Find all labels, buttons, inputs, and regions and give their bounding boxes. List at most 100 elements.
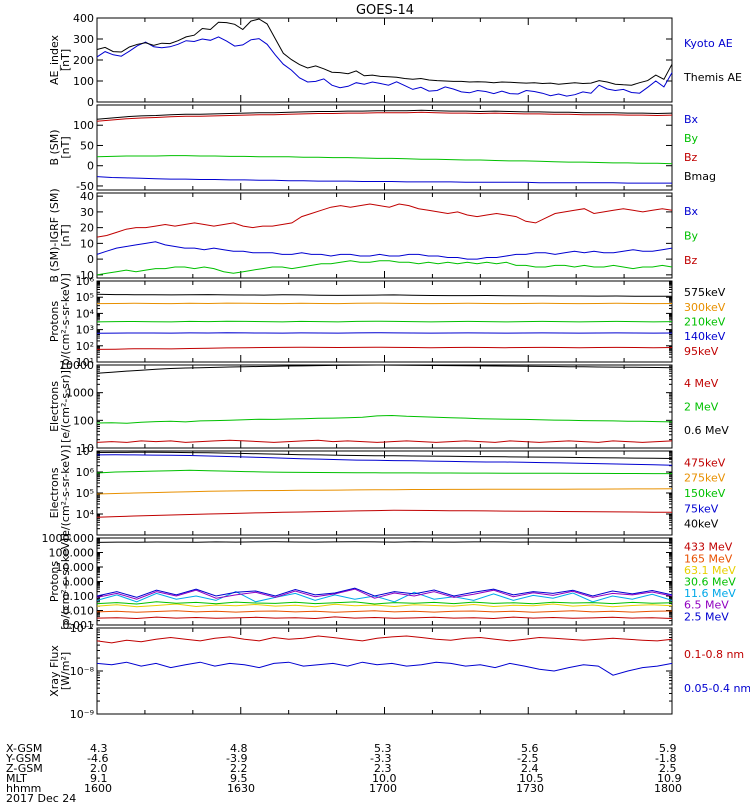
- y-tick-label: 10⁷: [76, 445, 94, 458]
- panel-5: 10⁴ 10⁵ 10⁶ 10⁷ Electrons[e/(cm²-s-sr-keV)] 4…: [48, 445, 726, 541]
- legend-label: 0.6 MeV: [684, 424, 729, 437]
- series-line-Bz: [97, 112, 672, 121]
- legend-label: Bz: [684, 151, 698, 164]
- y-axis-label-line: [nT]: [59, 224, 72, 246]
- series-line-140keV: [97, 333, 672, 334]
- y-tick-label: 10⁻⁷: [70, 622, 94, 635]
- y-tick-label: 100: [73, 119, 94, 132]
- series-line-Bx: [97, 242, 672, 259]
- y-tick-label: 100: [73, 75, 94, 88]
- y-tick-label: 10⁴: [76, 508, 95, 521]
- y-tick-label: 40: [80, 190, 94, 203]
- footer-ephemeris: X-GSM Y-GSM Z-GSM MLT hhmm 2017 Dec 24 4…: [0, 743, 750, 800]
- footer-hhmm-3: 1730: [516, 783, 544, 795]
- panel-frame: [97, 628, 672, 714]
- y-tick-label: 0: [87, 160, 94, 173]
- y-axis-label-line: [p/(cm²-s-sr-keV)]: [59, 533, 72, 630]
- series-line-275keV: [97, 489, 672, 494]
- panel-3: 10¹10²10³10⁴10⁵10⁶Protons[p/(cm²-s-sr-ke…: [48, 273, 726, 370]
- series-line-30.6-MeV: [97, 602, 672, 604]
- y-axis-label-line: [e/(cm²-s-sr)]: [59, 370, 72, 443]
- footer-date: 2017 Dec 24: [6, 793, 76, 805]
- y-tick-label: 20: [80, 222, 94, 235]
- series-line-0.05-0.4-nm: [97, 662, 672, 675]
- series-line-Bx: [97, 177, 672, 184]
- y-axis-label-line: [nT]: [59, 136, 72, 158]
- legend-label: 75keV: [684, 502, 719, 515]
- legend-label: 95keV: [684, 345, 719, 358]
- legend-label: Kyoto AE: [684, 37, 733, 50]
- y-axis-label: AE_index[nT]: [48, 34, 72, 85]
- footer-hhmm-1: 1630: [227, 783, 255, 795]
- y-tick-label: 200: [73, 54, 94, 67]
- series-line-63.1-MeV: [97, 604, 672, 607]
- series-line-Themis-AE: [97, 19, 672, 85]
- y-tick-label: 0: [87, 253, 94, 266]
- footer-hhmm-0: 1600: [84, 783, 112, 795]
- legend-label: Bx: [684, 205, 699, 218]
- y-tick-label: 30: [80, 206, 94, 219]
- y-axis-label: Electrons[e/(cm²-s-sr)]: [48, 370, 72, 443]
- y-tick-label: 10000: [59, 359, 94, 372]
- y-axis-label-line: [e/(cm²-s-sr-keV)]: [59, 445, 72, 541]
- y-tick-label: 10⁵: [76, 487, 94, 500]
- legend-label: 300keV: [684, 301, 726, 314]
- legend-label: 2 MeV: [684, 401, 719, 414]
- legend-label: 0.05-0.4 nm: [684, 682, 750, 695]
- legend-label: Bz: [684, 254, 698, 267]
- series-line-95keV: [97, 347, 672, 349]
- series-line-210keV: [97, 321, 672, 322]
- series-line-black: [97, 542, 672, 543]
- series-line-0.1-0.8-nm: [97, 636, 672, 643]
- series-line-475keV: [97, 510, 672, 517]
- legend-label: 150keV: [684, 487, 726, 500]
- panel-6: 0.0010.0100.1001.00010.000100.0001000.00…: [42, 532, 737, 632]
- series-line-By: [97, 156, 672, 164]
- series-line-165-MeV: [97, 611, 672, 613]
- legend-label: Bmag: [684, 170, 716, 183]
- panel-frame: [97, 365, 672, 448]
- legend-label: 40keV: [684, 518, 719, 531]
- legend-label: 140keV: [684, 330, 726, 343]
- y-tick-label: 400: [73, 12, 94, 25]
- y-axis-label: B (SM)-IGRF (SM)[nT]: [48, 188, 72, 282]
- series-line-Bz: [97, 204, 672, 237]
- series-line-2-MeV: [97, 416, 672, 424]
- legend-label: 475keV: [684, 456, 726, 469]
- y-axis-label: B (SM)[nT]: [48, 129, 72, 165]
- legend-label: 275keV: [684, 472, 726, 485]
- legend-label: 4 MeV: [684, 377, 719, 390]
- y-tick-label: 10⁴: [76, 307, 95, 320]
- series-line-433-MeV: [97, 617, 672, 619]
- panel-frame: [97, 105, 672, 190]
- y-tick-label: 10³: [76, 324, 94, 337]
- y-axis-label-line: [W/m²]: [59, 652, 72, 690]
- y-tick-label: 10⁵: [76, 291, 94, 304]
- y-tick-label: 100: [73, 414, 94, 427]
- y-tick-label: 10: [80, 237, 94, 250]
- footer-hhmm-2: 1700: [369, 783, 397, 795]
- y-axis-label: Xray Flux[W/m²]: [48, 645, 72, 697]
- y-tick-label: 10⁻⁹: [70, 708, 94, 721]
- legend-label: 0.1-0.8 nm: [684, 648, 744, 661]
- series-line-Kyoto-AE: [97, 37, 672, 96]
- y-tick-label: 10⁶: [76, 466, 95, 479]
- y-tick-label: 10²: [76, 340, 94, 353]
- series-line-575keV: [97, 294, 672, 296]
- footer-hhmm-4: 1800: [654, 783, 682, 795]
- legend-label: 210keV: [684, 316, 726, 329]
- chart-title: GOES-14: [356, 3, 414, 18]
- legend-label: Themis AE: [683, 71, 742, 84]
- y-axis-label: Electrons[e/(cm²-s-sr-keV)]: [48, 445, 72, 541]
- series-line-300keV: [97, 303, 672, 304]
- legend-label: 575keV: [684, 286, 726, 299]
- y-axis-label: Protons[p/(cm²-s-sr-keV)]: [48, 273, 72, 370]
- y-axis-label-line: [p/(cm²-s-sr-keV)]: [59, 273, 72, 370]
